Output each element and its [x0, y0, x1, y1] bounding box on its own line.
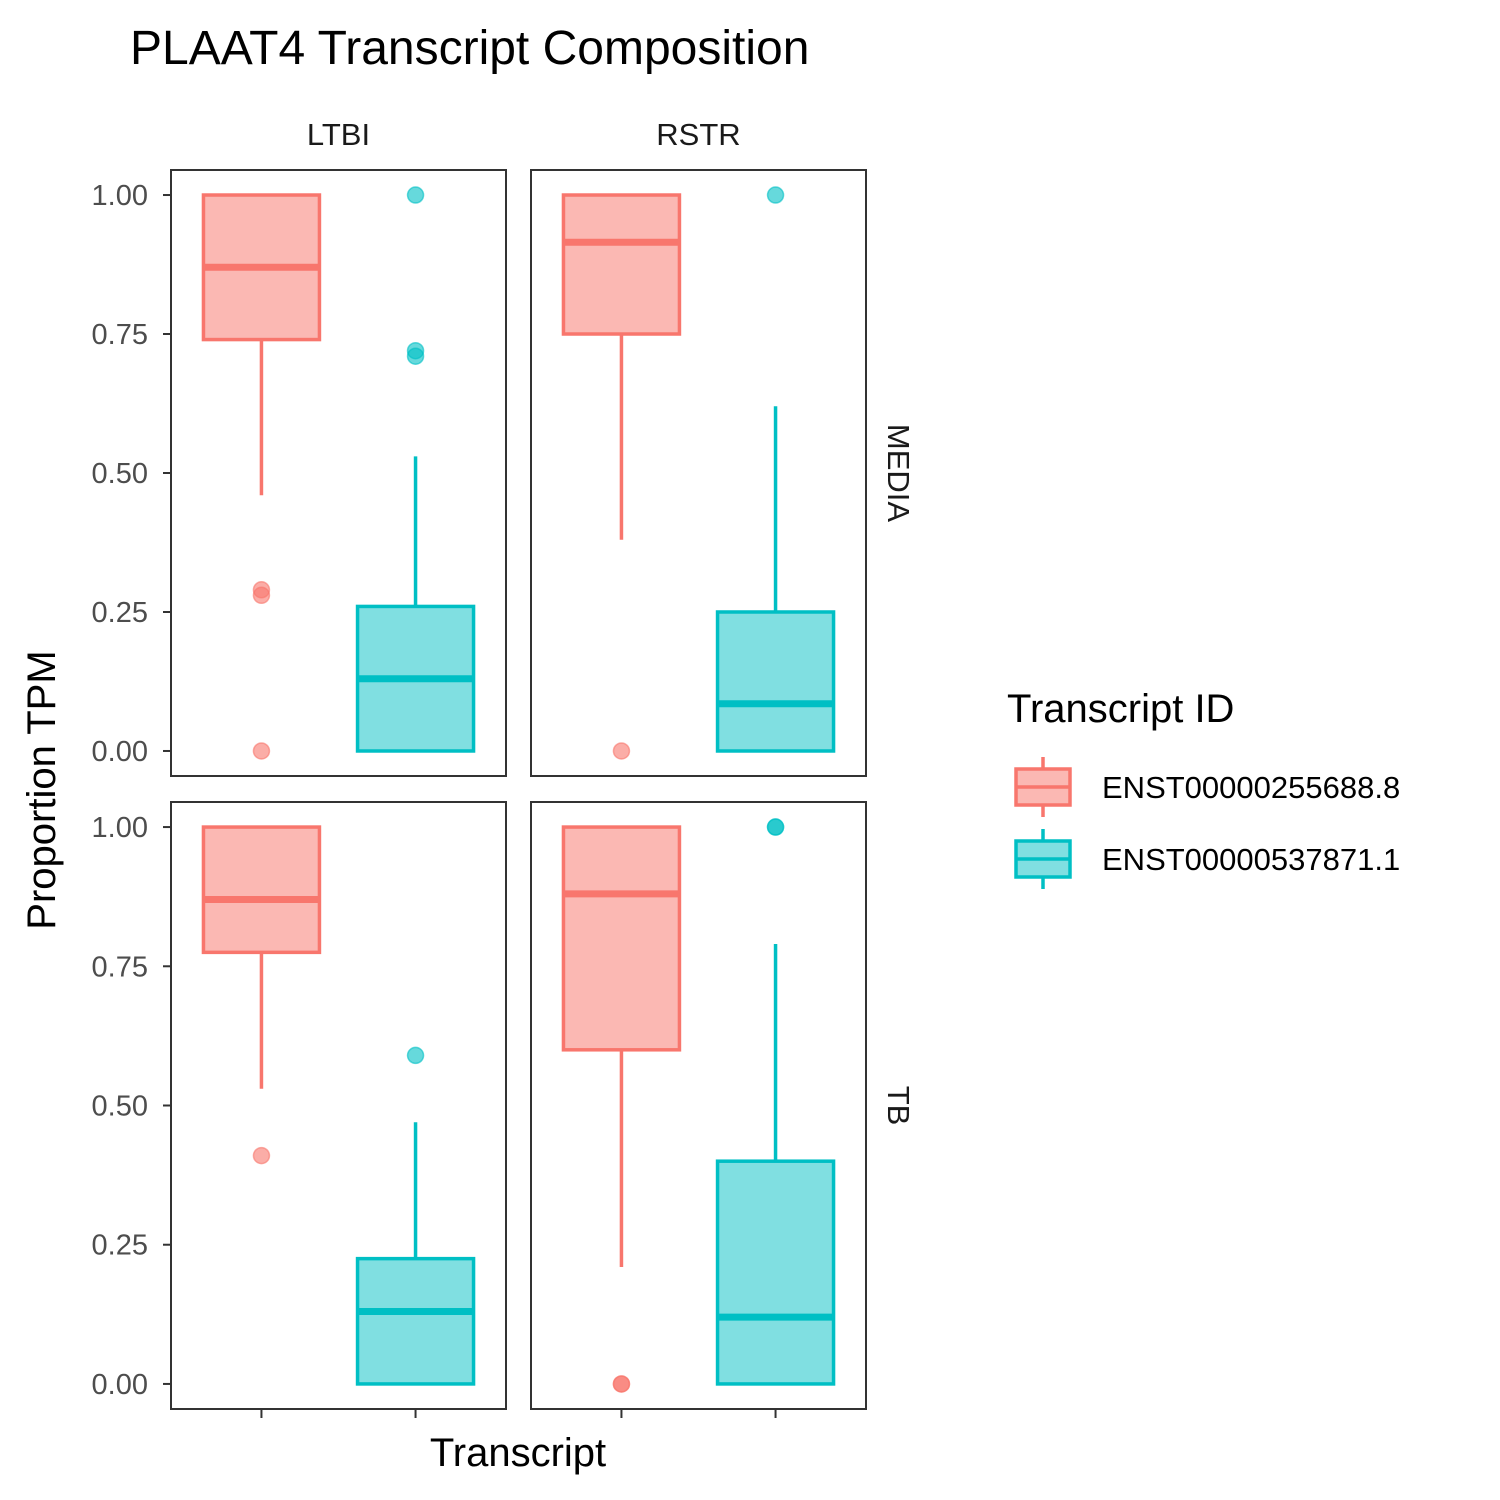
- facet-panel: [170, 169, 507, 777]
- facet-row-label: TB: [881, 1086, 916, 1126]
- facet-panel: [530, 801, 867, 1410]
- y-tick-label: 0.50: [92, 1091, 148, 1123]
- box: [355, 186, 476, 753]
- outlier-point: [252, 742, 271, 760]
- box: [715, 186, 836, 753]
- box-iqr: [561, 193, 682, 336]
- y-tick-label: 0.75: [92, 319, 148, 351]
- outlier-point: [406, 347, 425, 365]
- chart-title: PLAAT4 Transcript Composition: [130, 22, 809, 75]
- box: [715, 818, 836, 1386]
- outlier-point: [252, 1146, 271, 1165]
- outlier-point: [612, 1375, 631, 1393]
- box-iqr: [715, 610, 836, 753]
- y-tick-label: 0.75: [92, 951, 148, 983]
- outlier-point: [766, 186, 785, 204]
- facet-column-label: LTBI: [307, 117, 370, 152]
- box-iqr: [715, 1159, 836, 1386]
- box: [561, 193, 682, 760]
- facet-column-label: RSTR: [656, 117, 740, 152]
- box: [201, 193, 322, 760]
- y-tick-label: 1.00: [92, 180, 148, 212]
- legend-title: Transcript ID: [1007, 687, 1234, 731]
- outlier-point: [766, 818, 785, 836]
- facet-panel: [530, 169, 867, 777]
- box: [201, 825, 322, 1165]
- legend-key: [1014, 757, 1072, 817]
- y-tick-label: 0.50: [92, 458, 148, 490]
- x-axis-title: Transcript: [430, 1431, 606, 1475]
- box-iqr: [561, 825, 682, 1052]
- box: [561, 825, 682, 1393]
- box-iqr: [355, 1256, 476, 1386]
- facet-panel: [170, 801, 507, 1410]
- y-tick-label: 1.00: [92, 812, 148, 844]
- legend-label: ENST00000255688.8: [1102, 770, 1400, 805]
- panels-layer: LTBI RSTR MEDIA TB 0.00 0.25 0.50 0.75 1.00 0.00 0…: [92, 117, 916, 1418]
- y-tick-label: 0.25: [92, 1230, 148, 1262]
- legend-label: ENST00000537871.1: [1102, 842, 1400, 877]
- outlier-point: [252, 586, 271, 605]
- facet-row-label: MEDIA: [881, 424, 916, 523]
- y-tick-label: 0.00: [92, 736, 148, 768]
- box: [355, 1046, 476, 1386]
- legend-key: [1014, 829, 1072, 889]
- y-axis-title: Proportion TPM: [20, 650, 64, 929]
- outlier-point: [406, 186, 425, 204]
- box-iqr: [201, 825, 322, 955]
- outlier-point: [612, 742, 631, 760]
- legend: Transcript ID ENST00000255688.8 ENST00000…: [1007, 687, 1400, 889]
- y-tick-label: 0.25: [92, 597, 148, 629]
- y-tick-label: 0.00: [92, 1369, 148, 1401]
- outlier-point: [406, 1046, 425, 1065]
